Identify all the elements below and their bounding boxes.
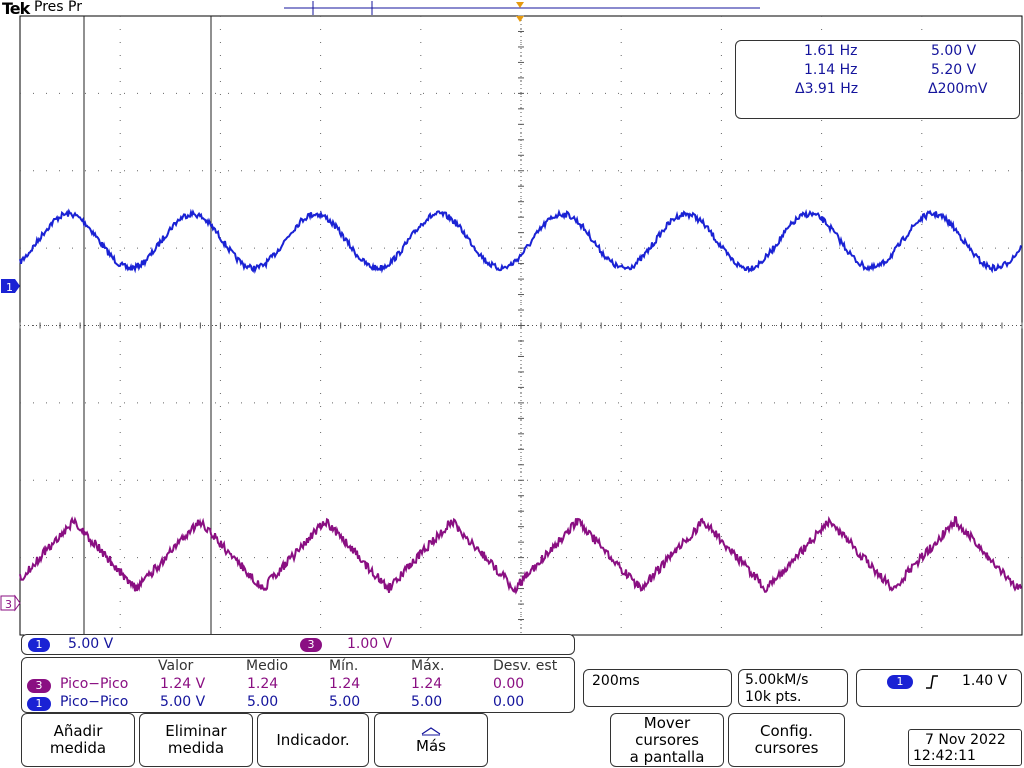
delta-freq: Δ3.91 Hz [795, 81, 859, 97]
add-measurement-label: Añadir medida [49, 722, 107, 757]
row1-valor: 1.24 V [160, 676, 206, 692]
col-desv: Desv. est [493, 658, 558, 674]
row1-channel-badge: 3 [27, 679, 51, 693]
more-button[interactable]: Más [374, 713, 488, 767]
indicator-label: Indicador. [276, 730, 350, 749]
record-length: 10k pts. [745, 689, 802, 705]
ch1-ground-marker: 1 [1, 279, 20, 294]
move-cursors-button[interactable]: Mover cursores a pantalla [610, 713, 724, 767]
channel-scale-bar: 1 5.00 V 3 1.00 V [21, 634, 575, 655]
row2-desv: 0.00 [493, 694, 525, 710]
ch3-badge: 3 [300, 638, 322, 652]
col-max: Máx. [411, 658, 445, 674]
cursor-a-freq: 1.61 Hz [804, 43, 858, 59]
col-valor: Valor [158, 658, 194, 674]
remove-measurement-button[interactable]: Eliminar medida [139, 713, 253, 767]
acquisition-status: Pres Pr [34, 0, 82, 15]
more-label: Más [416, 736, 446, 755]
row2-valor: 5.00 V [160, 694, 206, 710]
row2-name: Pico−Pico [60, 694, 129, 710]
timebase-scale: 200ms [592, 673, 640, 689]
graticule-grid [19, 15, 1023, 635]
row2-channel-badge: 1 [27, 697, 51, 711]
row2-medio: 5.00 [247, 694, 279, 710]
ch3-scale[interactable]: 1.00 V [347, 636, 393, 652]
cursor-readout: 1.61 Hz 5.00 V 1.14 Hz 5.20 V Δ3.91 Hz Δ… [735, 40, 1020, 119]
config-cursors-label: Config. cursores [754, 722, 819, 757]
trigger-position-marker [516, 2, 524, 8]
ch1-waveform [19, 208, 1022, 274]
trigger-source-badge: 1 [887, 675, 913, 689]
measurements-table: Valor Medio Mín. Máx. Desv. est 3 Pico−P… [21, 657, 575, 713]
add-measurement-button[interactable]: Añadir medida [21, 713, 135, 767]
trigger-level: 1.40 V [962, 673, 1008, 689]
delta-volt: Δ200mV [928, 81, 988, 97]
row1-medio: 1.24 [247, 676, 279, 692]
cursor-a-volt: 5.00 V [931, 43, 977, 59]
row1-desv: 0.00 [493, 676, 525, 692]
brand-logo: Tek [2, 0, 30, 18]
time-text: 12:42:11 [913, 748, 976, 764]
more-chevron-icon [421, 726, 441, 735]
col-medio: Medio [246, 658, 289, 674]
row2-max: 5.00 [411, 694, 443, 710]
ch1-scale[interactable]: 5.00 V [68, 636, 114, 652]
remove-measurement-label: Eliminar medida [165, 722, 227, 757]
trigger-position-marker-lower [516, 16, 524, 22]
indicator-button[interactable]: Indicador. [257, 713, 369, 767]
ch3-waveform [19, 515, 1022, 595]
row1-name: Pico−Pico [60, 676, 129, 692]
acquisition-box: 5.00kM/s 10k pts. [738, 669, 848, 707]
datetime-box: 7 Nov 2022 12:42:11 [908, 729, 1022, 766]
trigger-box[interactable]: 1 1.40 V [856, 669, 1022, 707]
ch3-ground-marker: 3 [0, 594, 21, 612]
config-cursors-button[interactable]: Config. cursores [728, 713, 845, 767]
row1-min: 1.24 [329, 676, 361, 692]
ch1-marker-label: 1 [6, 281, 13, 294]
horizontal-scale-box[interactable]: 200ms [583, 669, 732, 707]
cursor-b-volt: 5.20 V [931, 62, 977, 78]
date-text: 7 Nov 2022 [925, 732, 1006, 748]
move-cursors-label: Mover cursores a pantalla [629, 713, 705, 766]
col-min: Mín. [329, 658, 359, 674]
cursor-b-freq: 1.14 Hz [804, 62, 858, 78]
row1-max: 1.24 [411, 676, 443, 692]
row2-min: 5.00 [329, 694, 361, 710]
sample-rate: 5.00kM/s [745, 672, 809, 688]
ch1-badge: 1 [28, 638, 50, 652]
rising-edge-icon [926, 675, 938, 689]
ch3-marker-label: 3 [5, 598, 12, 611]
